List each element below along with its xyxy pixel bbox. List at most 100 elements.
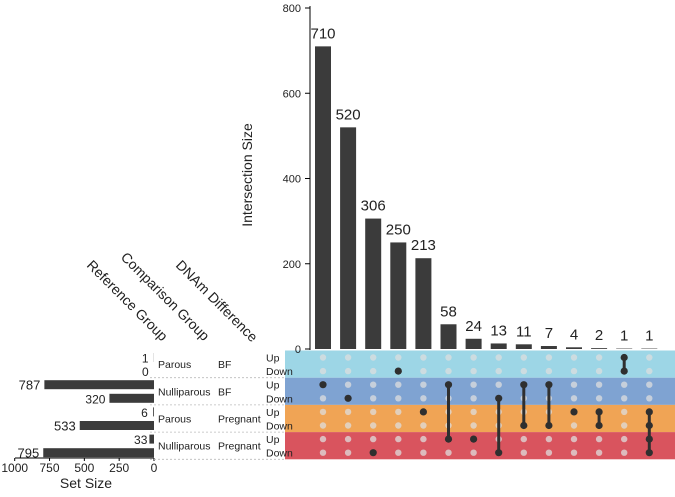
y-tick-label: 400 xyxy=(283,174,301,186)
matrix-dot-on xyxy=(595,421,603,430)
intersection-bar xyxy=(540,346,557,349)
matrix-dot-off xyxy=(420,435,427,443)
matrix-dot-off xyxy=(495,354,502,361)
set-size-inner-label: 6 xyxy=(141,406,151,420)
matrix-dot-off xyxy=(545,354,553,361)
matrix-dot-off xyxy=(646,395,653,402)
matrix-dot-off xyxy=(570,367,578,375)
matrix-dot-off xyxy=(595,354,603,361)
matrix-dot-off xyxy=(470,422,477,429)
matrix-dot-on xyxy=(444,435,453,443)
set-size-bar xyxy=(79,421,154,430)
intersection-bar xyxy=(515,344,532,349)
matrix-dot-off xyxy=(420,354,427,361)
group-band xyxy=(285,350,675,378)
matrix-dot-off xyxy=(420,381,427,388)
matrix-dot-off xyxy=(520,354,527,361)
matrix-dot-off xyxy=(621,422,628,429)
row-reference-label: Parous xyxy=(158,359,191,371)
matrix-bands xyxy=(285,350,675,460)
intersection-bar xyxy=(365,218,382,349)
matrix-dot-off xyxy=(319,408,327,416)
set-axis-tick-label: 250 xyxy=(109,461,129,475)
set-size-inner-label: 1 xyxy=(142,352,152,366)
row-reference-label: Parous xyxy=(158,414,191,426)
matrix-dot-on xyxy=(470,435,478,443)
y-axis-title: Intersection Size xyxy=(239,123,255,227)
row-comparison-label: BF xyxy=(218,386,231,398)
matrix-dot-off xyxy=(621,449,628,456)
matrix-dot-off xyxy=(370,381,377,388)
bar-value-label: 13 xyxy=(490,322,507,339)
set-size-bar xyxy=(153,407,154,417)
intersection-bar xyxy=(415,258,432,349)
matrix-dot-off xyxy=(395,381,402,388)
matrix-dot-on xyxy=(520,381,528,389)
matrix-dot-on xyxy=(620,367,628,375)
row-direction-label: Down xyxy=(266,366,293,378)
y-tick-label: 800 xyxy=(283,3,301,15)
bar-value-label: 1 xyxy=(620,328,628,345)
header-reference-group: Reference Group xyxy=(84,257,171,344)
row-labels: Parous BF Nulliparous BF Parous Pregnant Nulli… xyxy=(150,353,293,460)
matrix-dot-off xyxy=(370,354,377,361)
matrix-dot-off xyxy=(395,408,402,416)
matrix-dot-on xyxy=(344,394,352,402)
matrix-dot-off xyxy=(344,354,352,361)
matrix-dot-off xyxy=(621,435,628,443)
bar-value-label: 710 xyxy=(310,25,335,42)
bar-value-label: 58 xyxy=(440,303,457,320)
bar-value-label: 250 xyxy=(386,221,411,238)
matrix-dot-on xyxy=(645,421,653,430)
matrix-dot-off xyxy=(570,435,578,443)
matrix-dot-off xyxy=(420,367,427,375)
intersection-bar xyxy=(440,324,457,349)
row-direction-label: Up xyxy=(266,407,280,419)
row-direction-label: Down xyxy=(266,393,293,405)
intersection-bar xyxy=(340,127,357,349)
matrix-dot-on xyxy=(394,367,402,375)
matrix-dot-off xyxy=(370,408,377,416)
header-dnam-difference: DNAm Difference xyxy=(173,257,261,345)
matrix-dot-off xyxy=(370,422,377,429)
matrix-dot-on xyxy=(495,394,503,402)
matrix-dot-on xyxy=(419,408,427,416)
matrix-dot-on xyxy=(520,421,528,430)
matrix-dot-on xyxy=(369,449,377,457)
matrix-dot-off xyxy=(395,449,402,456)
set-size-label: 795 xyxy=(18,446,40,461)
matrix-dot-off xyxy=(470,408,477,416)
matrix-dot-on xyxy=(620,353,628,362)
matrix-dot-off xyxy=(646,367,653,375)
matrix-dot-on xyxy=(319,381,327,389)
intersection-bar xyxy=(390,242,407,349)
matrix-dot-off xyxy=(646,381,653,388)
matrix-dot-off xyxy=(470,381,477,388)
matrix-dot-off xyxy=(470,354,477,361)
set-size-inner-label: 0 xyxy=(142,365,152,379)
matrix-dot-on xyxy=(570,408,578,416)
row-comparison-label: Pregnant xyxy=(218,441,261,453)
matrix-dot-off xyxy=(621,381,628,388)
y-tick-label: 0 xyxy=(295,344,301,356)
set-size-bars: 787 533 795 1 0 320 6 33 xyxy=(18,352,155,461)
bar-value-label: 1 xyxy=(645,328,653,345)
matrix-dot-off xyxy=(570,354,578,361)
matrix-dot-off xyxy=(395,422,402,429)
y-tick-label: 200 xyxy=(283,259,301,271)
bar-value-label: 520 xyxy=(336,106,361,123)
row-direction-label: Down xyxy=(266,421,293,433)
matrix-dot-off xyxy=(344,408,352,416)
intersection-bars xyxy=(315,46,658,350)
matrix-dot-off xyxy=(545,449,553,456)
matrix-dot-off xyxy=(621,395,628,402)
set-axis-tick-label: 750 xyxy=(40,461,60,475)
y-axis: 0 200 400 600 800 xyxy=(283,3,311,356)
matrix-dot-off xyxy=(570,381,578,388)
matrix-dot-off xyxy=(646,354,653,361)
matrix-dot-off xyxy=(319,354,327,361)
set-size-bar xyxy=(109,393,154,403)
matrix-dot-off xyxy=(470,449,477,456)
matrix-dot-off xyxy=(595,449,603,456)
